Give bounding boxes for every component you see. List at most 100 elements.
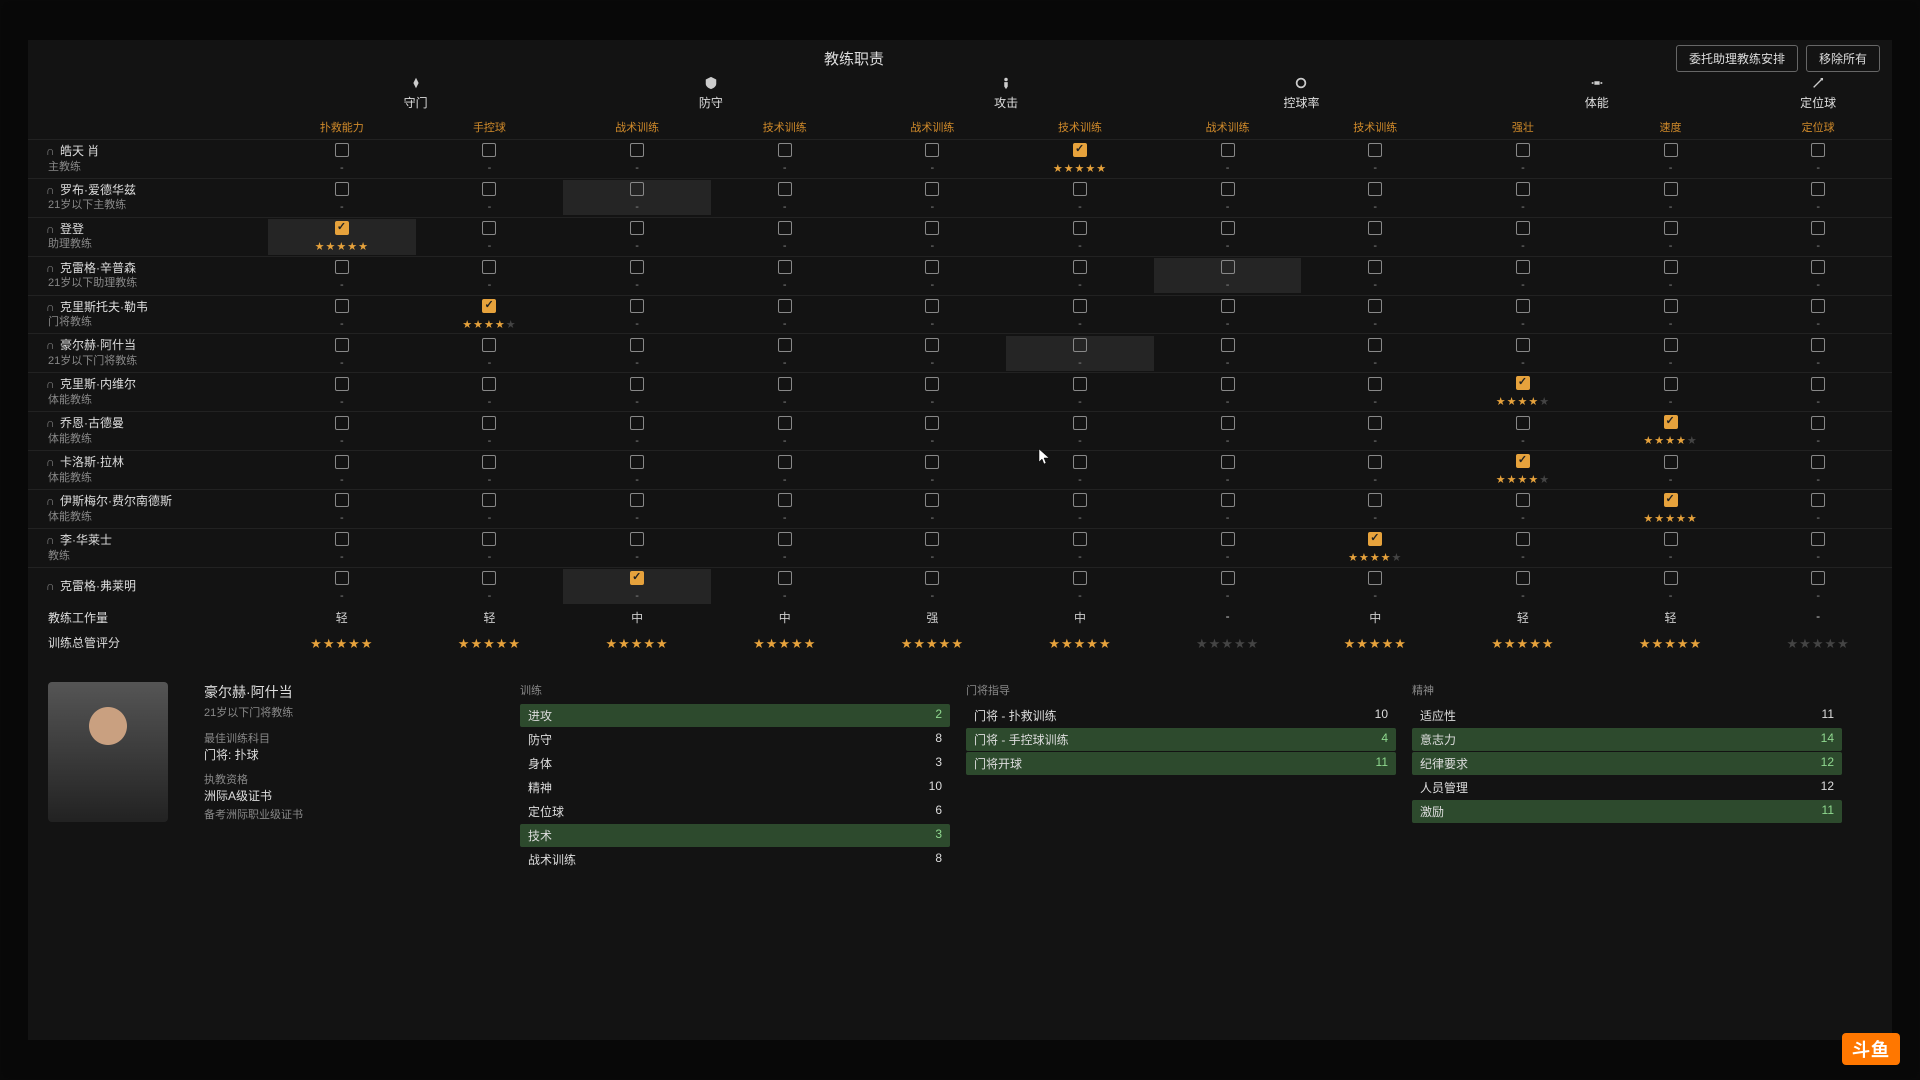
checkbox[interactable] [1664,571,1678,585]
assignment-cell[interactable]: ★★★★★ [1597,413,1745,449]
assignment-cell[interactable]: - [563,141,711,176]
coach-cell[interactable]: 皓天 肖主教练 [28,140,268,178]
assignment-cell[interactable]: - [416,180,564,215]
table-row[interactable]: 克雷格·辛普森21岁以下助理教练----------- [28,256,1892,295]
assignment-cell[interactable]: - [1597,258,1745,293]
checkbox[interactable] [778,493,792,507]
checkbox[interactable] [630,377,644,391]
checkbox[interactable] [1516,532,1530,546]
assignment-cell[interactable]: - [1744,141,1892,176]
checkbox[interactable] [1221,260,1235,274]
checkbox[interactable] [335,455,349,469]
checkbox[interactable] [1073,299,1087,313]
checkbox[interactable] [925,221,939,235]
checkbox[interactable] [1073,455,1087,469]
assignment-cell[interactable]: - [1744,258,1892,293]
assignment-cell[interactable]: - [1597,180,1745,215]
checkbox[interactable] [1664,338,1678,352]
assignment-cell[interactable]: - [1006,336,1154,371]
assignment-cell[interactable]: - [1449,414,1597,449]
assignment-cell[interactable]: - [1301,336,1449,371]
checkbox[interactable] [1073,493,1087,507]
checkbox[interactable] [482,493,496,507]
checkbox[interactable] [1664,182,1678,196]
table-row[interactable]: 登登助理教练★★★★★---------- [28,217,1892,256]
assignment-cell[interactable]: ★★★★★ [1449,374,1597,410]
assignment-cell[interactable]: - [711,141,859,176]
assignment-cell[interactable]: - [711,336,859,371]
checkbox[interactable] [1368,377,1382,391]
checkbox[interactable] [630,416,644,430]
checkbox[interactable] [1073,143,1087,157]
checkbox[interactable] [778,532,792,546]
checkbox[interactable] [1516,299,1530,313]
checkbox[interactable] [1664,299,1678,313]
assignment-cell[interactable]: - [416,453,564,488]
table-row[interactable]: 卡洛斯·拉林体能教练--------★★★★★-- [28,450,1892,489]
assignment-cell[interactable]: - [268,258,416,293]
checkbox[interactable] [1516,454,1530,468]
checkbox[interactable] [1368,571,1382,585]
coach-cell[interactable]: 克雷格·辛普森21岁以下助理教练 [28,257,268,295]
checkbox[interactable] [1221,182,1235,196]
checkbox[interactable] [1811,182,1825,196]
checkbox[interactable] [1664,532,1678,546]
checkbox[interactable] [778,571,792,585]
assignment-cell[interactable]: - [268,141,416,176]
assignment-cell[interactable]: - [859,180,1007,215]
checkbox[interactable] [1073,338,1087,352]
checkbox[interactable] [1221,493,1235,507]
table-row[interactable]: 克里斯·内维尔体能教练--------★★★★★-- [28,372,1892,411]
checkbox[interactable] [630,221,644,235]
checkbox[interactable] [1221,143,1235,157]
assignment-cell[interactable]: - [859,219,1007,254]
assignment-cell[interactable]: - [859,336,1007,371]
checkbox[interactable] [630,455,644,469]
checkbox[interactable] [1811,532,1825,546]
checkbox[interactable] [778,221,792,235]
checkbox[interactable] [925,299,939,313]
checkbox[interactable] [335,260,349,274]
checkbox[interactable] [1664,455,1678,469]
checkbox[interactable] [335,377,349,391]
checkbox[interactable] [1073,416,1087,430]
checkbox[interactable] [1664,221,1678,235]
table-row[interactable]: 皓天 肖主教练-----★★★★★----- [28,139,1892,178]
checkbox[interactable] [335,338,349,352]
checkbox[interactable] [1811,143,1825,157]
checkbox[interactable] [482,377,496,391]
checkbox[interactable] [335,182,349,196]
assignment-cell[interactable]: - [416,530,564,565]
checkbox[interactable] [1516,182,1530,196]
checkbox[interactable] [925,338,939,352]
checkbox[interactable] [1811,455,1825,469]
assignment-cell[interactable]: - [1154,219,1302,254]
table-row[interactable]: 伊斯梅尔·费尔南德斯体能教练---------★★★★★- [28,489,1892,528]
checkbox[interactable] [925,571,939,585]
assignment-cell[interactable]: ★★★★★ [416,297,564,333]
checkbox[interactable] [335,493,349,507]
coach-cell[interactable]: 豪尔赫·阿什当21岁以下门将教练 [28,334,268,372]
assignment-cell[interactable]: - [1154,258,1302,293]
checkbox[interactable] [1664,415,1678,429]
checkbox[interactable] [1811,377,1825,391]
checkbox[interactable] [335,416,349,430]
checkbox[interactable] [778,182,792,196]
table-row[interactable]: 克里斯托夫·勒韦门将教练-★★★★★--------- [28,295,1892,334]
table-row[interactable]: 李·华莱士教练-------★★★★★--- [28,528,1892,567]
assignment-cell[interactable]: - [1301,414,1449,449]
checkbox[interactable] [1221,416,1235,430]
assignment-cell[interactable]: - [563,414,711,449]
checkbox[interactable] [1221,532,1235,546]
checkbox[interactable] [1516,571,1530,585]
coach-cell[interactable]: 李·华莱士教练 [28,529,268,567]
checkbox[interactable] [1221,571,1235,585]
assignment-cell[interactable]: - [563,453,711,488]
assignment-cell[interactable]: - [1597,453,1745,488]
assignment-cell[interactable]: - [268,180,416,215]
assignment-cell[interactable]: - [563,219,711,254]
checkbox[interactable] [630,143,644,157]
checkbox[interactable] [1368,338,1382,352]
checkbox[interactable] [778,455,792,469]
checkbox[interactable] [482,221,496,235]
